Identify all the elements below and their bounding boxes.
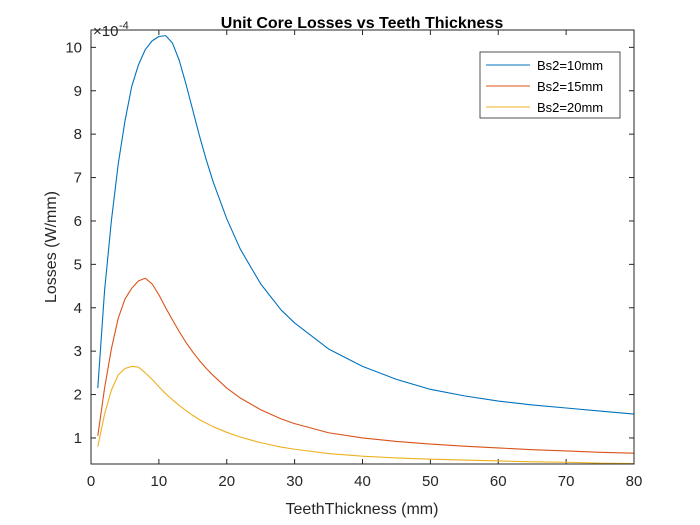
legend: Bs2=10mm Bs2=15mm Bs2=20mm (479, 51, 621, 119)
y-tick-label: 10 (65, 39, 82, 56)
y-tick-label: 7 (74, 170, 82, 187)
y-tick-label: 9 (74, 83, 82, 100)
legend-label-3: Bs2=20mm (537, 100, 603, 115)
axes-frame (90, 29, 635, 465)
x-tick-label: 50 (422, 473, 439, 490)
y-tick-labels: 1 2 3 4 5 6 7 8 9 10 (65, 39, 82, 447)
x-axis-label: TeethThickness (mm) (286, 501, 439, 518)
y-axis-label: Losses (W/mm) (43, 191, 60, 303)
series-group (97, 35, 635, 465)
y-exponent-multiplier: ×10 (93, 23, 118, 40)
legend-entries: Bs2=10mm Bs2=15mm Bs2=20mm (486, 58, 603, 115)
legend-label-1: Bs2=10mm (537, 58, 603, 73)
series-line-3 (97, 365, 635, 465)
x-tick-label: 30 (286, 473, 303, 490)
x-tick-label: 70 (558, 473, 575, 490)
y-tick-label: 8 (74, 126, 82, 143)
x-tick-label: 40 (354, 473, 371, 490)
series-line-1 (97, 35, 635, 415)
ticks-group (90, 30, 635, 464)
y-tick-label: 6 (74, 213, 82, 230)
legend-label-2: Bs2=15mm (537, 79, 603, 94)
x-tick-label: 60 (490, 473, 507, 490)
series-line-2 (97, 277, 635, 454)
y-tick-label: 5 (74, 256, 82, 273)
y-tick-label: 1 (74, 430, 82, 447)
y-tick-label: 4 (74, 300, 82, 317)
y-tick-label: 3 (74, 343, 82, 360)
y-exponent-power: -4 (119, 20, 129, 32)
x-tick-label: 20 (218, 473, 235, 490)
x-tick-label: 80 (626, 473, 643, 490)
x-tick-labels: 0 10 20 30 40 50 60 70 80 (87, 473, 643, 490)
chart-title: Unit Core Losses vs Teeth Thickness (221, 15, 504, 32)
x-tick-label: 0 (87, 473, 95, 490)
x-tick-label: 10 (151, 473, 168, 490)
y-tick-label: 2 (74, 387, 82, 404)
